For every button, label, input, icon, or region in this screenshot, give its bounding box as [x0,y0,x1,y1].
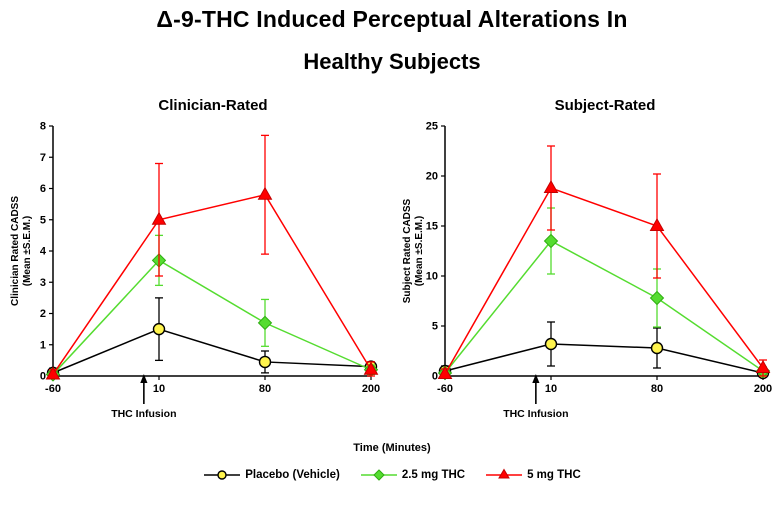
svg-text:10: 10 [426,271,438,283]
series-2-5-mg-thc [45,234,379,382]
svg-text:200: 200 [362,383,380,395]
svg-text:80: 80 [651,383,663,395]
svg-text:-60: -60 [437,383,453,395]
y-axis-label-line2: (Mean ±S.E.M.) [414,216,425,287]
svg-text:0: 0 [40,371,46,383]
diamond-marker-icon [360,469,397,481]
figure-title-line1: Δ-9-THC Induced Perceptual Alterations I… [156,6,628,32]
thc-infusion-annotation: THC Infusion [111,374,177,420]
clinician-rated-title: Clinician-Rated [158,97,268,114]
series-5-mg-thc [437,145,771,379]
series-placebo-vehicle- [438,321,770,380]
svg-text:0: 0 [432,371,438,383]
charts-row: Clinician-Rated 0 1 2 3 4 5 6 7 8 -60 10 80 200 Clini… [0,97,784,436]
y-axis-label: Clinician Rated CADSS [10,196,21,306]
svg-text:4: 4 [40,246,47,258]
svg-text:10: 10 [153,383,165,395]
svg-text:10: 10 [545,383,557,395]
subject-rated-panel: Subject-Rated 0 5 10 15 20 25 -60 10 80 200 Subjec… [392,97,784,436]
legend-item-placebo-vehicle-: Placebo (Vehicle) [203,468,340,482]
svg-text:THC Infusion: THC Infusion [503,408,568,420]
svg-text:7: 7 [40,152,46,164]
svg-text:2: 2 [40,308,46,320]
subject-rated-chart: 0 5 10 15 20 25 -60 10 80 200 Subject Rated CADSS(… [402,121,772,421]
legend: Placebo (Vehicle) 2.5 mg THC 5 mg THC [0,468,784,482]
svg-text:80: 80 [259,383,271,395]
legend-item-2-5-mg-thc: 2.5 mg THC [360,468,465,482]
triangle-marker-icon [486,468,523,479]
svg-text:6: 6 [40,183,46,195]
svg-text:25: 25 [426,121,438,133]
circle-marker-icon [204,470,241,480]
svg-text:5: 5 [432,321,438,333]
svg-text:200: 200 [754,383,772,395]
svg-text:THC Infusion: THC Infusion [111,408,176,420]
y-axis-label-line2: (Mean ±S.E.M.) [22,216,33,287]
svg-text:8: 8 [40,121,46,133]
legend-item-5-mg-thc: 5 mg THC [485,468,581,482]
thc-infusion-annotation: THC Infusion [503,374,569,420]
axes: 0 1 2 3 4 5 6 7 8 -60 10 80 200 [40,121,380,396]
series-2-5-mg-thc [437,207,771,381]
x-axis-label: Time (Minutes) [353,442,431,454]
clinician-rated-chart: 0 1 2 3 4 5 6 7 8 -60 10 80 200 Clinician Rated CADSS… [10,121,380,421]
subject-rated-title: Subject-Rated [554,97,656,114]
figure-title-line2: Healthy Subjects [303,49,481,74]
svg-text:1: 1 [40,339,46,351]
axes: 0 5 10 15 20 25 -60 10 80 200 [426,121,772,396]
y-axis-label: Subject Rated CADSS [402,198,413,303]
svg-text:3: 3 [40,277,46,289]
svg-text:5: 5 [40,214,46,226]
svg-text:20: 20 [426,171,438,183]
svg-text:-60: -60 [45,383,61,395]
series-5-mg-thc [45,134,379,380]
legend-label: 2.5 mg THC [401,469,466,481]
legend-label: Placebo (Vehicle) [245,469,340,481]
legend-label: 5 mg THC [527,469,581,481]
svg-text:15: 15 [426,221,438,233]
clinician-rated-panel: Clinician-Rated 0 1 2 3 4 5 6 7 8 -60 10 80 200 Clini… [0,97,392,436]
